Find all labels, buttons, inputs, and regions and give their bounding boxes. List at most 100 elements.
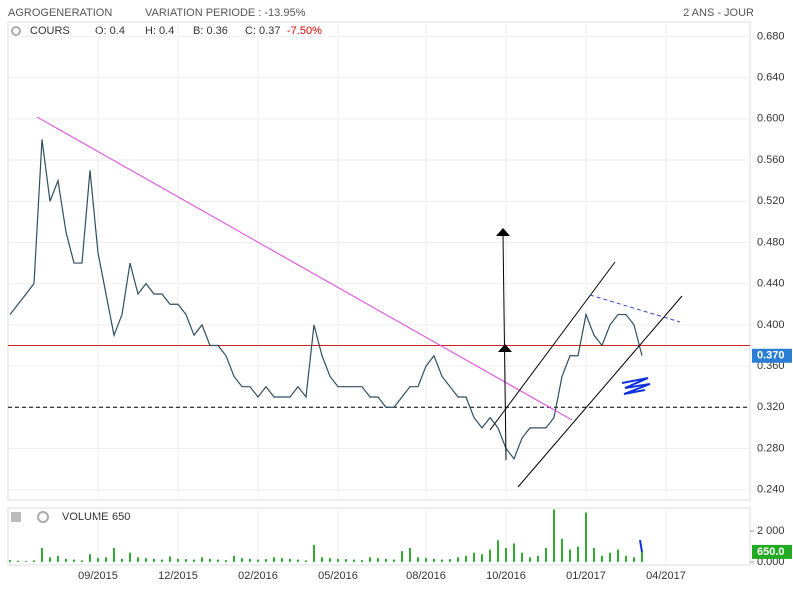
volume-bar xyxy=(561,538,563,562)
volume-bar xyxy=(441,559,443,562)
y-tick-label: 0.280 xyxy=(757,442,785,454)
volume-bar xyxy=(473,552,475,562)
volume-bar xyxy=(153,558,155,562)
arrowhead xyxy=(498,344,512,352)
volume-bar xyxy=(241,558,243,562)
volume-bar xyxy=(401,551,403,562)
volume-bar xyxy=(369,557,371,562)
volume-bar xyxy=(529,557,531,562)
volume-bar xyxy=(329,558,331,562)
open: O: 0.4 xyxy=(95,25,125,37)
volume-bar xyxy=(409,548,411,562)
volume-bar xyxy=(49,557,51,562)
volume-bar xyxy=(41,548,43,562)
volume-bar xyxy=(297,559,299,562)
volume-bar xyxy=(521,552,523,562)
volume-bar xyxy=(121,558,123,562)
settings-icon[interactable] xyxy=(37,511,49,523)
volume-bar xyxy=(593,548,595,562)
volume-bar xyxy=(73,559,75,562)
volume-bar xyxy=(353,559,355,562)
x-tick-label: 12/2015 xyxy=(158,570,198,582)
volume-bar xyxy=(145,558,147,562)
volume-bar xyxy=(225,560,227,562)
volume-bar xyxy=(545,548,547,562)
volume-title: VOLUME xyxy=(62,511,108,523)
y-tick-label: 0.320 xyxy=(757,401,785,413)
close-icon[interactable] xyxy=(11,512,21,522)
volume-bar xyxy=(537,555,539,562)
last-value-box xyxy=(752,544,792,559)
volume-bar xyxy=(345,559,347,562)
volume-bar xyxy=(641,551,643,562)
y-tick-label: 0.640 xyxy=(757,72,785,84)
price-line xyxy=(9,139,643,460)
volume-bar xyxy=(89,554,91,562)
volume-bar xyxy=(513,543,515,562)
volume-bar xyxy=(305,560,307,562)
channel-line xyxy=(489,261,616,431)
volume-bar xyxy=(489,549,491,562)
x-tick-label: 08/2016 xyxy=(406,570,446,582)
volume-bar xyxy=(385,558,387,562)
volume-bar xyxy=(481,554,483,562)
volume-bar xyxy=(169,556,171,562)
volume-bar xyxy=(17,560,19,562)
volume-bar xyxy=(377,558,379,562)
plot-frame xyxy=(7,21,751,501)
y-tick-label: 0.240 xyxy=(757,484,785,496)
volume-bar xyxy=(33,560,35,562)
volume-value: 650 xyxy=(112,511,130,523)
settings-icon[interactable] xyxy=(11,26,21,36)
last-value-label: 650.0 xyxy=(757,546,785,558)
low: B: 0.36 xyxy=(193,25,228,37)
volume-bar xyxy=(433,558,435,562)
volume-bar xyxy=(449,559,451,562)
variation: VARIATION PERIODE : -13.95% xyxy=(145,7,306,19)
instrument-name: AGROGENERATION xyxy=(8,7,112,19)
volume-bar xyxy=(617,549,619,562)
volume-bar xyxy=(505,548,507,562)
volume-bar xyxy=(233,555,235,562)
last-value-box xyxy=(752,348,792,363)
volume-bar xyxy=(553,509,555,562)
y-tick-label: 0.680 xyxy=(757,30,785,42)
dashed-line xyxy=(589,294,681,323)
y-tick-label: 0.400 xyxy=(757,319,785,331)
volume-bar xyxy=(577,546,579,562)
volume-bar xyxy=(609,552,611,562)
y-tick-label: 0.440 xyxy=(757,278,785,290)
y-tick-label: 0.520 xyxy=(757,195,785,207)
volume-bar xyxy=(321,557,323,562)
volume-bar xyxy=(137,557,139,562)
volume-bar xyxy=(601,555,603,562)
volume-bar xyxy=(9,560,11,562)
x-tick-label: 09/2015 xyxy=(78,570,118,582)
volume-frame xyxy=(7,507,751,566)
volume-bar xyxy=(193,559,195,562)
volume-bar xyxy=(65,558,67,562)
y-tick-label: 0.600 xyxy=(757,113,785,125)
volume-bar xyxy=(281,558,283,562)
series-title: COURS xyxy=(30,25,70,37)
y-tick-label: 0.480 xyxy=(757,236,785,248)
period[interactable]: 2 ANS - JOUR xyxy=(683,7,754,19)
volume-bar xyxy=(57,555,59,562)
x-tick-label: 05/2016 xyxy=(318,570,358,582)
x-tick-label: 10/2016 xyxy=(486,570,526,582)
volume-bar xyxy=(25,560,27,562)
volume-bar xyxy=(361,560,363,562)
volume-bar xyxy=(201,557,203,562)
volume-bar xyxy=(497,540,499,562)
volume-bar xyxy=(113,548,115,562)
high: H: 0.4 xyxy=(145,25,174,37)
volume-bar xyxy=(569,549,571,562)
drawings xyxy=(36,116,683,553)
volume-bar xyxy=(393,559,395,562)
channel-line xyxy=(517,295,683,488)
volume-bar xyxy=(465,555,467,562)
trend-line xyxy=(36,116,573,421)
volume-bar xyxy=(129,552,131,562)
volume-bar xyxy=(209,558,211,562)
